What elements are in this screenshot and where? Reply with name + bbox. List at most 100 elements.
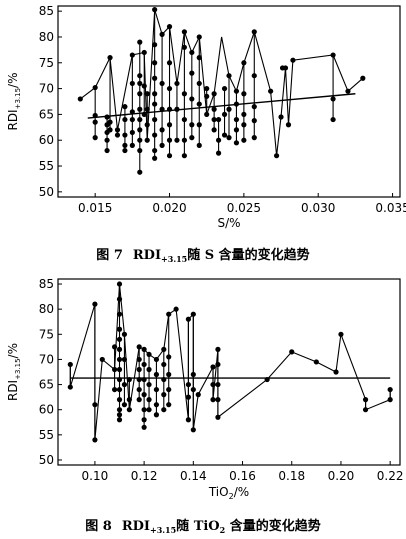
- data-point: [116, 296, 123, 302]
- data-point: [136, 376, 142, 383]
- data-point: [166, 106, 173, 112]
- data-point: [190, 311, 196, 317]
- y-tick-label: 70: [39, 352, 54, 366]
- data-point: [141, 417, 147, 423]
- x-tick-label: 0.22: [377, 469, 404, 483]
- data-point: [233, 140, 240, 146]
- data-point: [67, 384, 73, 390]
- data-point: [362, 397, 369, 403]
- data-point: [137, 137, 143, 143]
- data-point: [141, 376, 147, 383]
- x-tick-label: 0.12: [131, 469, 158, 483]
- data-point: [241, 111, 247, 118]
- data-point: [137, 169, 143, 175]
- data-point: [152, 75, 158, 81]
- data-point: [181, 153, 187, 159]
- data-point: [241, 122, 247, 128]
- data-point: [190, 427, 196, 433]
- data-point: [251, 135, 257, 141]
- data-point: [92, 301, 98, 307]
- data-point: [141, 49, 147, 56]
- data-point: [289, 349, 295, 355]
- data-point: [136, 366, 142, 373]
- x-tick-label: 0.20: [328, 469, 355, 483]
- data-point: [129, 129, 135, 136]
- data-point: [166, 122, 173, 128]
- data-point: [161, 361, 167, 368]
- data-point: [174, 137, 180, 143]
- data-point: [136, 344, 142, 350]
- y-tick-label: 55: [39, 428, 54, 442]
- data-point: [111, 386, 118, 393]
- data-point: [181, 44, 187, 50]
- data-point: [107, 55, 113, 61]
- trend-line: [87, 93, 356, 119]
- data-point: [141, 407, 147, 413]
- data-point: [141, 361, 147, 368]
- data-point: [185, 394, 192, 400]
- data-point: [152, 60, 158, 66]
- data-point: [116, 281, 123, 287]
- y-tick-label: 85: [39, 4, 54, 18]
- data-point: [189, 70, 195, 76]
- data-point: [290, 57, 296, 63]
- data-point: [211, 106, 217, 112]
- data-point: [166, 24, 173, 30]
- x-axis-label: TiO2/%: [208, 485, 249, 501]
- data-point: [196, 122, 202, 128]
- data-point: [196, 101, 202, 107]
- data-point: [161, 392, 167, 398]
- data-point: [174, 106, 180, 112]
- x-tick-label: 0.020: [152, 201, 186, 215]
- data-point: [116, 412, 123, 418]
- y-tick-label: 65: [39, 107, 54, 121]
- data-point: [333, 369, 339, 375]
- figure-7-rdi-sub: +3.15: [161, 254, 188, 264]
- data-point: [387, 397, 393, 403]
- data-point: [153, 412, 160, 418]
- y-tick-label: 60: [39, 403, 54, 417]
- data-point: [251, 104, 257, 110]
- data-point: [107, 127, 113, 133]
- data-point: [196, 55, 202, 61]
- data-point: [122, 132, 128, 138]
- data-point: [144, 137, 150, 143]
- data-point: [137, 147, 143, 154]
- data-point: [77, 96, 83, 102]
- data-point: [241, 60, 247, 66]
- data-point: [137, 116, 143, 123]
- data-point: [215, 346, 221, 352]
- data-point: [122, 147, 128, 154]
- y-tick-label: 65: [39, 378, 54, 392]
- x-tick-label: 0.025: [227, 201, 261, 215]
- data-point: [92, 135, 98, 141]
- data-point: [146, 381, 152, 388]
- figure-8-text-b: 含量的变化趋势: [225, 519, 321, 534]
- data-point: [141, 424, 147, 430]
- data-point: [111, 366, 118, 373]
- x-axis-label: S/%: [217, 216, 240, 230]
- data-point: [92, 119, 98, 125]
- data-point: [189, 122, 195, 128]
- data-point: [121, 381, 128, 388]
- data-point: [174, 80, 180, 87]
- data-point: [141, 346, 147, 352]
- data-point: [153, 371, 160, 378]
- data-point: [226, 106, 232, 112]
- data-point: [137, 127, 143, 133]
- data-point: [185, 417, 192, 423]
- data-point: [137, 39, 143, 45]
- data-point: [153, 356, 160, 363]
- data-point: [215, 361, 221, 368]
- data-point: [181, 116, 187, 123]
- x-tick-label: 0.015: [78, 201, 112, 215]
- data-point: [122, 116, 128, 123]
- data-point: [116, 397, 123, 403]
- data-point: [116, 311, 123, 317]
- data-point: [330, 96, 336, 102]
- y-tick-label: 80: [39, 302, 54, 316]
- data-point: [159, 31, 165, 37]
- data-point: [136, 397, 142, 403]
- figure-8-text-sub: 2: [219, 525, 226, 535]
